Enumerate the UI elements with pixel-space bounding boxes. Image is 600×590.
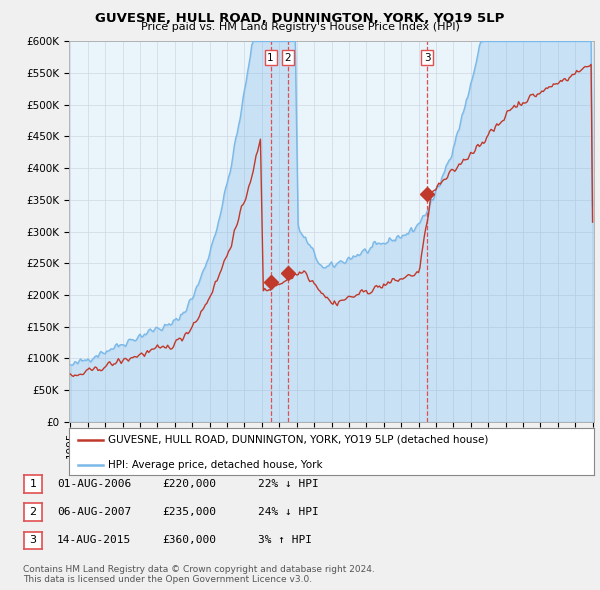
Text: 2: 2 bbox=[29, 507, 37, 517]
Text: 1: 1 bbox=[29, 479, 37, 489]
Text: £220,000: £220,000 bbox=[162, 479, 216, 489]
Text: 01-AUG-2006: 01-AUG-2006 bbox=[57, 479, 131, 489]
Text: HPI: Average price, detached house, York: HPI: Average price, detached house, York bbox=[109, 460, 323, 470]
Text: 06-AUG-2007: 06-AUG-2007 bbox=[57, 507, 131, 517]
Text: 1: 1 bbox=[267, 53, 274, 63]
Text: £360,000: £360,000 bbox=[162, 536, 216, 545]
Text: 3: 3 bbox=[29, 536, 37, 545]
Text: 3: 3 bbox=[424, 53, 431, 63]
Text: £235,000: £235,000 bbox=[162, 507, 216, 517]
Text: 3% ↑ HPI: 3% ↑ HPI bbox=[258, 536, 312, 545]
Text: 22% ↓ HPI: 22% ↓ HPI bbox=[258, 479, 319, 489]
Text: GUVESNE, HULL ROAD, DUNNINGTON, YORK, YO19 5LP: GUVESNE, HULL ROAD, DUNNINGTON, YORK, YO… bbox=[95, 12, 505, 25]
Text: 2: 2 bbox=[284, 53, 292, 63]
Text: Contains HM Land Registry data © Crown copyright and database right 2024.
This d: Contains HM Land Registry data © Crown c… bbox=[23, 565, 374, 584]
Text: Price paid vs. HM Land Registry's House Price Index (HPI): Price paid vs. HM Land Registry's House … bbox=[140, 22, 460, 32]
Text: 14-AUG-2015: 14-AUG-2015 bbox=[57, 536, 131, 545]
Text: 24% ↓ HPI: 24% ↓ HPI bbox=[258, 507, 319, 517]
Text: GUVESNE, HULL ROAD, DUNNINGTON, YORK, YO19 5LP (detached house): GUVESNE, HULL ROAD, DUNNINGTON, YORK, YO… bbox=[109, 435, 489, 444]
